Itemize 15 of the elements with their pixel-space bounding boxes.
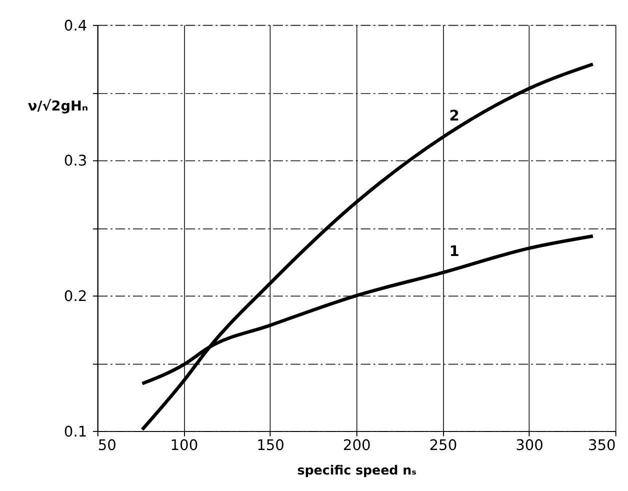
x-tick-label: 200 (342, 436, 371, 454)
x-tick-label: 350 (588, 436, 616, 454)
x-tick-label: 300 (516, 436, 544, 454)
y-tick-label: 0.4 (64, 17, 88, 34)
y-tick-label: 0.3 (64, 152, 88, 170)
x-tick-label: 50 (98, 436, 116, 454)
x-tick-label: 100 (170, 436, 198, 454)
series-label: 2 (449, 108, 460, 125)
series-label: 1 (449, 243, 460, 260)
y-tick-label: 0.1 (64, 423, 88, 440)
x-tick-label: 150 (256, 436, 284, 454)
x-axis-title: specific speed nₛ (297, 462, 417, 478)
y-tick-label: 0.2 (64, 288, 88, 305)
x-tick-label: 250 (429, 436, 458, 454)
y-axis-title: ν/√2gHₙ (28, 98, 88, 115)
